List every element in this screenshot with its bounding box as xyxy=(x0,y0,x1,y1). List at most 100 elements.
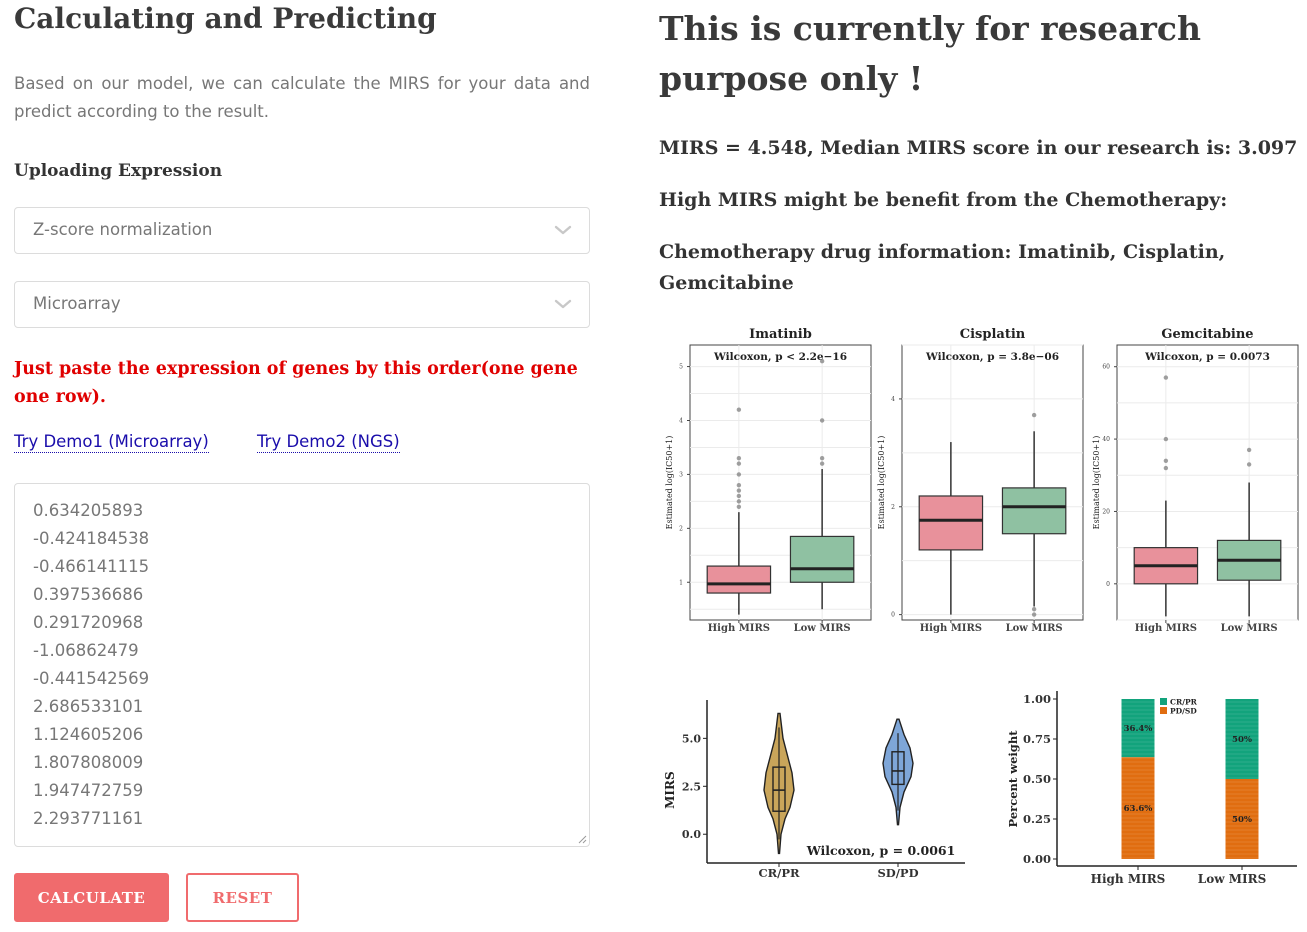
normalization-select-value: Z-score normalization xyxy=(33,220,213,239)
intro-text: Based on our model, we can calculate the… xyxy=(14,74,590,121)
bar-segment-crpr xyxy=(1121,699,1155,758)
mirs-result: MIRS = 4.548, Median MIRS score in our r… xyxy=(659,137,1298,159)
page-title: Calculating and Predicting xyxy=(14,2,437,35)
x-tick-label: High MIRS xyxy=(920,623,982,634)
bar-segment-pdsd xyxy=(1121,757,1155,859)
box xyxy=(706,565,772,594)
expression-textarea[interactable]: 0.634205893 -0.424184538 -0.466141115 0.397… xyxy=(14,483,590,847)
y-tick-label: 3 xyxy=(679,471,683,478)
normalization-select[interactable]: Z-score normalization xyxy=(14,207,590,254)
bar-value-label: 50% xyxy=(1232,815,1252,825)
wilcoxon-annotation: Wilcoxon, p = 3.8e−06 xyxy=(925,351,1059,363)
chevron-down-icon xyxy=(554,225,572,235)
y-axis-label: MIRS xyxy=(663,771,677,809)
y-tick-label: 40 xyxy=(1102,436,1110,443)
x-tick-label: CR/PR xyxy=(758,866,800,880)
calculate-button[interactable]: CALCULATE xyxy=(14,873,169,922)
outlier-point xyxy=(819,418,825,423)
platform-select-value: Microarray xyxy=(33,294,121,313)
outlier-point xyxy=(736,407,742,412)
wilcoxon-annotation: Wilcoxon, p < 2.2e−16 xyxy=(713,351,847,363)
expression-value: 2.293771161 xyxy=(33,809,144,828)
y-tick-label: 5 xyxy=(679,364,683,371)
chart-title: Imatinib xyxy=(749,327,812,342)
outlier-point xyxy=(819,358,825,364)
expression-value: 0.291720968 xyxy=(33,613,144,632)
box xyxy=(1216,539,1282,581)
y-tick-label: 1 xyxy=(679,579,683,586)
outlier-point xyxy=(1246,447,1252,453)
drug-info: Chemotherapy drug information: Imatinib,… xyxy=(659,241,1226,294)
box xyxy=(918,495,984,551)
bar-value-label: 50% xyxy=(1232,735,1252,745)
bar-segment-pdsd xyxy=(1225,779,1259,859)
box xyxy=(1001,487,1067,535)
y-tick-label: 4 xyxy=(679,417,683,424)
outlier-point xyxy=(1031,412,1037,418)
expression-value: 1.807808009 xyxy=(33,753,144,772)
outlier-point xyxy=(736,493,742,499)
outlier-point xyxy=(819,461,825,466)
y-tick-label: 2 xyxy=(891,504,895,511)
x-tick-label: High MIRS xyxy=(708,623,770,634)
legend-swatch xyxy=(1160,707,1167,714)
paste-instruction: Just paste the expression of genes by th… xyxy=(14,359,578,407)
outlier-point xyxy=(1163,375,1169,380)
bar-value-label: 63.6% xyxy=(1124,804,1153,814)
wilcoxon-annotation: Wilcoxon, p = 0.0061 xyxy=(806,843,956,858)
plot-frame xyxy=(689,344,872,621)
chart-title: Gemcitabine xyxy=(1161,327,1253,342)
box xyxy=(891,751,905,786)
research-note: This is currently for research purpose o… xyxy=(659,9,1201,98)
outlier-point xyxy=(1163,436,1169,442)
y-tick-label: 0.0 xyxy=(682,828,701,841)
violin-plot: 0.0 2.5 5.0 MIRS CR/PR SD/PD Wilcoxon, p = 0.0… xyxy=(663,700,965,880)
outlier-point xyxy=(736,461,742,466)
chart-title: Cisplatin xyxy=(960,327,1026,342)
expression-value: -0.441542569 xyxy=(33,669,150,688)
legend-swatch xyxy=(1160,698,1167,705)
x-tick-label: Low MIRS xyxy=(1221,623,1278,634)
outlier-point xyxy=(1163,458,1169,463)
demo1-link[interactable]: Try Demo1 (Microarray) xyxy=(14,432,209,453)
expression-value: 0.634205893 xyxy=(33,501,144,520)
platform-select[interactable]: Microarray xyxy=(14,281,590,328)
demo2-link[interactable]: Try Demo2 (NGS) xyxy=(257,432,400,453)
outlier-point xyxy=(1031,612,1037,617)
box xyxy=(772,766,786,812)
benefit-text: High MIRS might be benefit from the Chem… xyxy=(659,189,1228,211)
x-tick-label: Low MIRS xyxy=(1198,872,1266,886)
wilcoxon-annotation: Wilcoxon, p = 0.0073 xyxy=(1144,351,1270,363)
y-axis-label: Percent weight xyxy=(1006,730,1020,828)
chevron-down-icon xyxy=(554,299,572,309)
violin-shape xyxy=(763,712,795,855)
y-tick-label: 2.5 xyxy=(682,780,701,793)
expression-value: -0.466141115 xyxy=(33,557,150,576)
box xyxy=(1133,547,1199,585)
y-tick-label: 0 xyxy=(891,612,895,619)
expression-value: 0.397536686 xyxy=(33,585,144,604)
x-tick-label: Low MIRS xyxy=(794,623,851,634)
bar-value-label: 36.4% xyxy=(1124,724,1153,734)
outlier-point xyxy=(736,472,742,477)
outlier-point xyxy=(1163,465,1169,471)
plot-frame xyxy=(1116,344,1299,621)
reset-button[interactable]: RESET xyxy=(186,873,299,922)
boxplot-imatinib: 1 2 3 4 5 Estimated log(IC50+1) Imatinib Wilcox… xyxy=(665,327,872,634)
plot-frame xyxy=(901,344,1084,621)
box xyxy=(789,535,855,583)
outlier-point xyxy=(736,499,742,504)
y-tick-label: 2 xyxy=(679,525,683,532)
outlier-point xyxy=(736,504,742,509)
expression-value: 1.124605206 xyxy=(33,725,144,744)
y-tick-label: 0.25 xyxy=(1023,812,1051,826)
outlier-point xyxy=(736,482,742,488)
resize-handle-icon[interactable] xyxy=(577,834,587,844)
y-tick-label: 20 xyxy=(1102,508,1110,515)
y-tick-label: 0.00 xyxy=(1023,852,1051,866)
stacked-bar-chart: 0.00 0.25 0.50 0.75 1.00 Percent weight 36.4% 6… xyxy=(1006,691,1297,886)
outlier-point xyxy=(1031,607,1037,612)
expression-value: -1.06862479 xyxy=(33,641,139,660)
boxplot-gemcitabine: 0 20 40 60 Estimated log(IC50+1) Gemcitabine W… xyxy=(1092,327,1299,634)
x-tick-label: SD/PD xyxy=(877,866,918,880)
